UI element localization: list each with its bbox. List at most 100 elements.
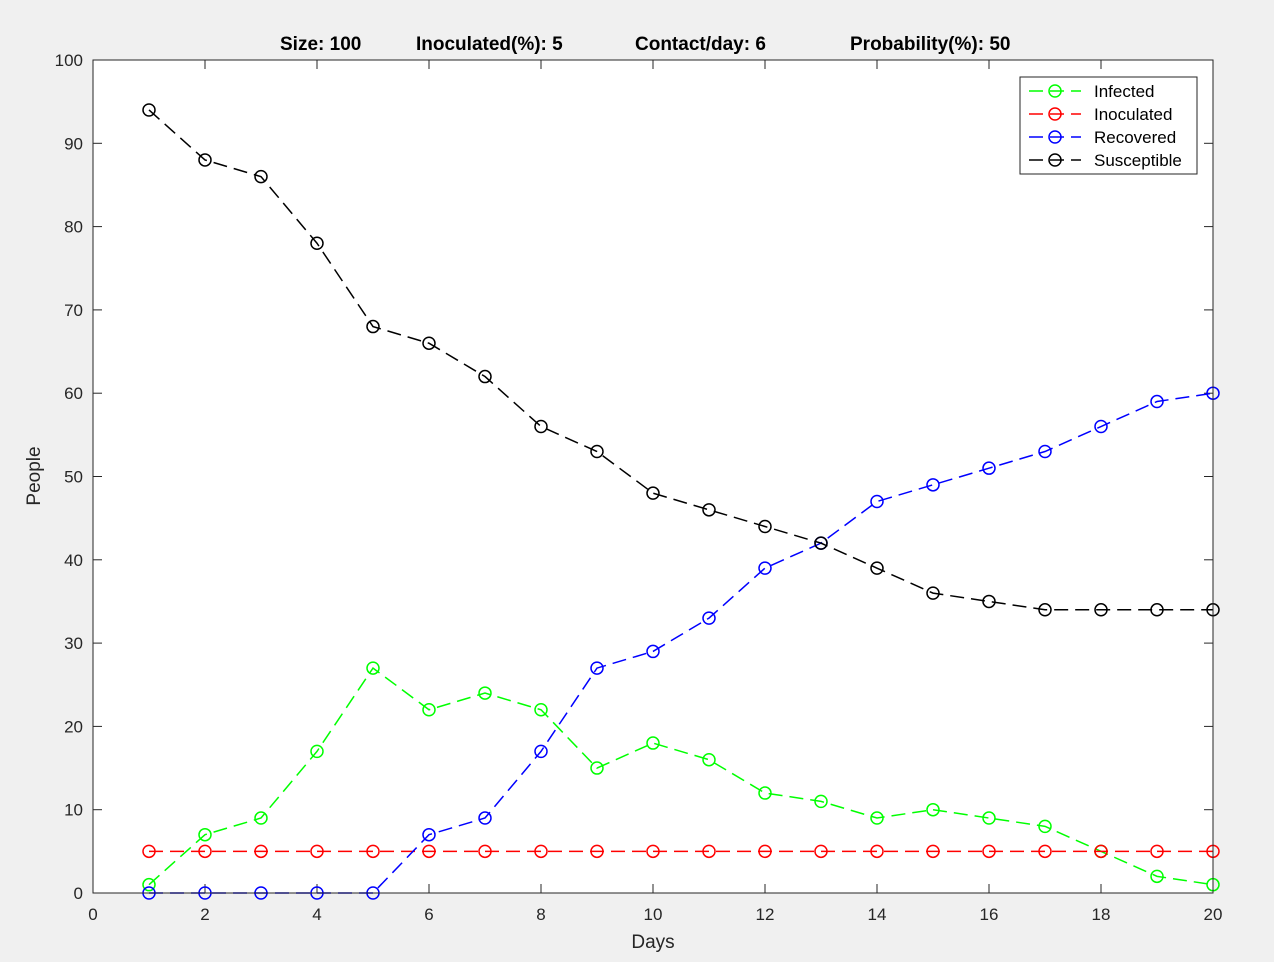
- y-axis-label: People: [24, 446, 45, 505]
- data-point-infected: [422, 702, 436, 717]
- data-point-susceptible: [646, 486, 660, 500]
- data-point-infected: [310, 744, 324, 759]
- data-point-recovered: [534, 744, 548, 759]
- data-point-infected: [870, 811, 884, 825]
- legend-item-infected: Infected: [1029, 82, 1155, 101]
- data-point-inoculated: [1094, 844, 1108, 859]
- data-point-recovered: [702, 611, 716, 625]
- data-point-inoculated: [926, 844, 940, 859]
- data-point-inoculated: [870, 844, 884, 859]
- x-tick-label: 2: [200, 905, 209, 924]
- legend-item-susceptible: Susceptible: [1029, 151, 1182, 170]
- data-point-infected: [534, 702, 548, 717]
- data-point-recovered: [758, 561, 772, 575]
- x-axis-label: Days: [631, 932, 674, 953]
- series-line-infected: [148, 667, 1214, 886]
- x-tick-label: 6: [424, 905, 433, 924]
- y-tick-label: 40: [64, 551, 83, 570]
- data-point-susceptible: [142, 103, 156, 117]
- y-tick-label: 80: [64, 218, 83, 237]
- data-point-inoculated: [366, 844, 380, 859]
- y-tick-label: 50: [64, 468, 83, 487]
- data-point-susceptible: [926, 586, 940, 600]
- data-point-recovered: [870, 494, 884, 509]
- legend-item-inoculated: Inoculated: [1029, 105, 1172, 124]
- data-point-infected: [926, 802, 940, 817]
- data-point-susceptible: [254, 169, 268, 184]
- data-point-recovered: [982, 461, 996, 475]
- data-point-susceptible: [198, 153, 212, 167]
- x-tick-label: 18: [1092, 905, 1111, 924]
- data-point-susceptible: [870, 561, 884, 575]
- data-point-susceptible: [814, 536, 828, 550]
- data-point-inoculated: [982, 844, 996, 859]
- x-tick-label: 8: [536, 905, 545, 924]
- legend-marker-susceptible: [1048, 153, 1062, 167]
- data-point-inoculated: [142, 844, 156, 859]
- data-point-recovered: [1038, 444, 1052, 459]
- data-point-recovered: [478, 811, 492, 825]
- legend-marker-recovered: [1048, 130, 1062, 144]
- plot-area: [93, 60, 1213, 893]
- data-point-susceptible: [534, 419, 548, 434]
- series-line-susceptible: [148, 109, 1213, 611]
- legend: Infected Inoculated Recovered Susceptible: [1019, 76, 1198, 175]
- chart-title: Size: 100 Inoculated(%): 5 Contact/day: …: [280, 34, 1010, 55]
- data-point-infected: [814, 794, 828, 809]
- data-point-recovered: [590, 661, 604, 675]
- data-point-inoculated: [1150, 844, 1164, 859]
- data-point-infected: [366, 661, 380, 675]
- data-point-susceptible: [422, 336, 436, 350]
- data-point-susceptible: [702, 503, 716, 517]
- legend-label-susceptible: Susceptible: [1094, 151, 1182, 170]
- tick-labels: 0 2 4 6 8 10 12 14 16 18 20 0 10 20 30 40 50 60 70 80 90 100: [55, 51, 1223, 924]
- plot-frame: [92, 59, 1214, 894]
- data-point-inoculated: [758, 844, 772, 859]
- data-point-infected: [254, 811, 268, 825]
- data-point-recovered: [926, 478, 940, 492]
- data-point-susceptible: [478, 369, 492, 384]
- data-point-inoculated: [534, 844, 548, 859]
- y-tick-label: 100: [55, 51, 83, 70]
- data-point-infected: [590, 761, 604, 775]
- x-tick-label: 16: [980, 905, 999, 924]
- data-point-inoculated: [478, 844, 492, 859]
- title-inoculated: Inoculated(%): 5: [416, 34, 563, 55]
- y-tick-label: 60: [64, 384, 83, 403]
- y-tick-label: 90: [64, 134, 83, 153]
- data-point-inoculated: [590, 844, 604, 859]
- title-contact: Contact/day: 6: [635, 34, 766, 55]
- data-point-infected: [478, 686, 492, 700]
- legend-label-recovered: Recovered: [1094, 128, 1176, 147]
- legend-marker-inoculated: [1048, 107, 1062, 121]
- data-point-susceptible: [1038, 603, 1052, 617]
- data-point-infected: [1038, 819, 1052, 834]
- data-point-infected: [758, 786, 772, 800]
- title-size: Size: 100: [280, 34, 361, 55]
- data-point-infected: [982, 811, 996, 825]
- data-point-inoculated: [646, 844, 660, 859]
- data-point-susceptible: [982, 594, 996, 609]
- y-tick-label: 20: [64, 717, 83, 736]
- legend-label-inoculated: Inoculated: [1094, 105, 1172, 124]
- data-point-inoculated: [814, 844, 828, 859]
- data-point-susceptible: [1094, 603, 1108, 617]
- data-point-inoculated: [702, 844, 716, 859]
- data-point-inoculated: [254, 844, 268, 859]
- data-point-susceptible: [590, 444, 604, 459]
- title-probability: Probability(%): 50: [850, 34, 1010, 55]
- data-point-inoculated: [198, 844, 212, 859]
- data-point-inoculated: [310, 844, 324, 859]
- series-susceptible: [142, 103, 1220, 617]
- x-tick-label: 14: [868, 905, 887, 924]
- y-tick-label: 30: [64, 634, 83, 653]
- data-point-infected: [646, 736, 660, 750]
- data-point-susceptible: [310, 236, 324, 251]
- data-point-susceptible: [1150, 603, 1164, 617]
- legend-label-infected: Infected: [1094, 82, 1155, 101]
- series-inoculated: [142, 844, 1220, 859]
- data-point-susceptible: [366, 319, 380, 334]
- x-tick-label: 20: [1204, 905, 1223, 924]
- x-tick-label: 10: [644, 905, 663, 924]
- x-tick-label: 12: [756, 905, 775, 924]
